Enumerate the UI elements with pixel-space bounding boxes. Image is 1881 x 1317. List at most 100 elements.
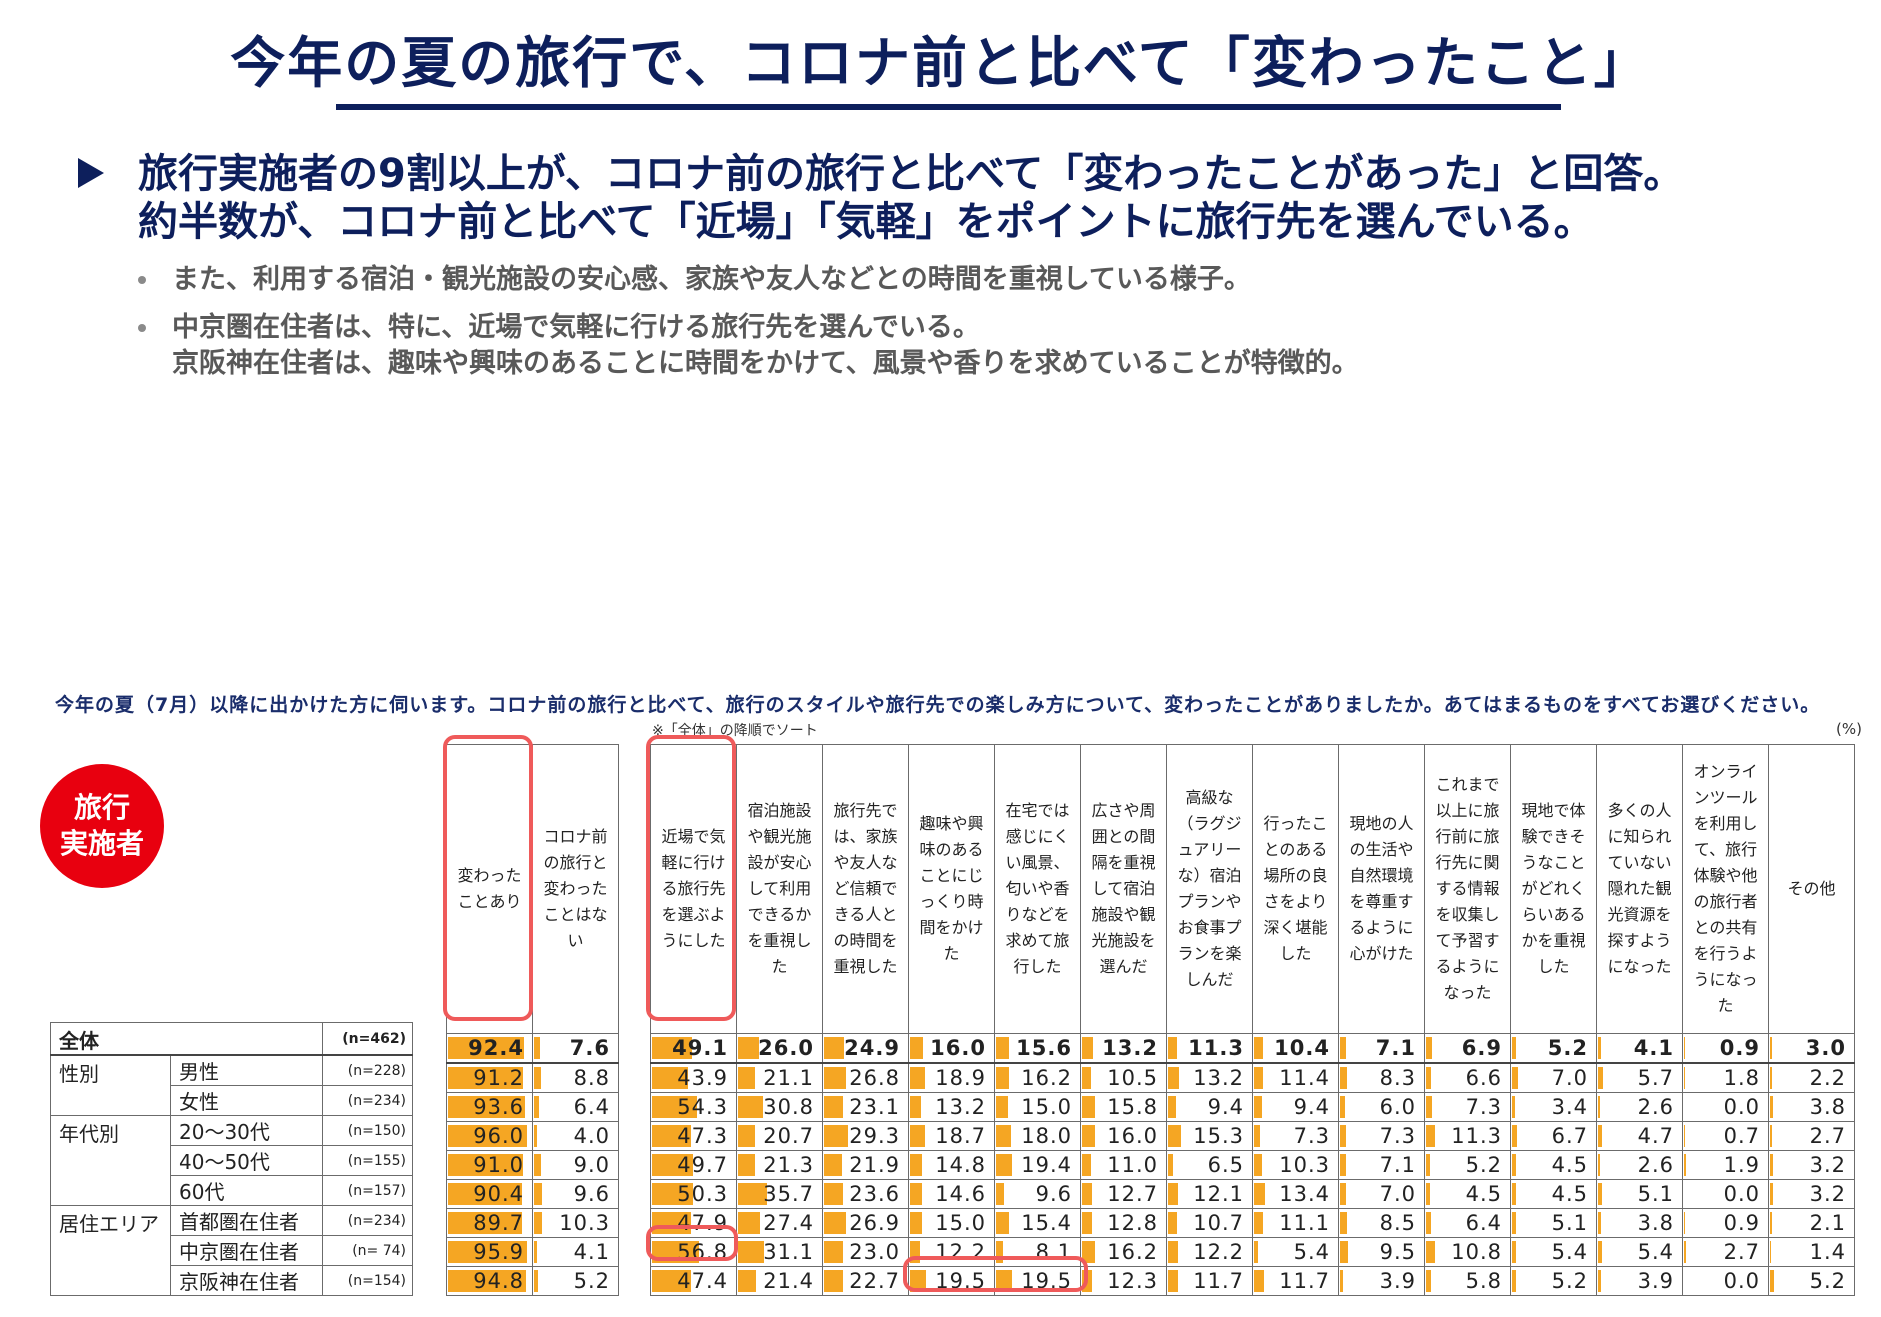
cell-value: 4.5 [1551,1182,1588,1206]
value-bar [1340,1183,1346,1205]
value-bar [738,1212,761,1234]
value-bar [1254,1096,1262,1118]
cell-value: 16.2 [1107,1240,1158,1264]
value-bar [996,1154,1012,1176]
cell-value: 1.8 [1723,1066,1760,1090]
cell-value: 7.3 [1465,1095,1502,1119]
data-cell: 11.7 [1166,1266,1253,1296]
value-bar [1684,1241,1687,1263]
value-bar [534,1212,543,1234]
data-cell: 47.3 [650,1121,737,1151]
value-bar [1684,1067,1686,1089]
data-cell: 22.7 [822,1266,909,1296]
table-row: 96.0 4.0 [446,1121,619,1151]
data-cell: 15.0 [908,1208,995,1238]
cell-value: 16.2 [1021,1066,1072,1090]
data-cell: 7.1 [1338,1033,1425,1064]
data-cell: 96.0 [446,1121,533,1151]
row-sub-label: 男性 [170,1054,323,1086]
cell-value: 54.3 [677,1095,728,1119]
data-cell: 27.4 [736,1208,823,1238]
value-bar [738,1067,756,1089]
cell-value: 18.0 [1021,1124,1072,1148]
cell-value: 4.0 [573,1124,610,1148]
row-sub-label: 40～50代 [170,1145,323,1176]
cell-value: 92.4 [468,1036,524,1060]
data-cell: 5.1 [1596,1179,1683,1209]
data-table-changes: 近場で気軽に行ける旅行先を選ぶようにした 宿泊施設や観光施設が安心して利用できるか… [650,744,1855,1296]
data-cell: 26.9 [822,1208,909,1238]
value-bar [1082,1154,1092,1176]
data-cell: 0.0 [1682,1092,1769,1122]
data-cell: 7.0 [1510,1062,1597,1093]
highlight-changed-column [443,735,533,1021]
data-cell: 10.8 [1424,1237,1511,1267]
data-cell: 10.3 [1252,1150,1339,1180]
cell-value: 11.7 [1279,1269,1330,1293]
cell-value: 22.7 [849,1269,900,1293]
cell-value: 0.0 [1723,1182,1760,1206]
value-bar [1512,1212,1517,1234]
data-cell: 26.0 [736,1033,823,1064]
data-cell: 18.7 [908,1121,995,1151]
value-bar [1168,1037,1178,1059]
value-bar [1426,1067,1432,1089]
value-bar [652,1125,691,1147]
value-bar [534,1125,538,1147]
cell-value: 8.8 [573,1066,610,1090]
data-cell: 6.7 [1510,1121,1597,1151]
value-bar [652,1183,694,1205]
cell-value: 18.9 [935,1066,986,1090]
data-cell: 3.0 [1768,1033,1855,1064]
data-cell: 18.9 [908,1062,995,1093]
cell-value: 49.1 [672,1036,728,1060]
data-cell: 7.0 [1338,1179,1425,1209]
value-bar [910,1067,926,1089]
table-row: 95.9 4.1 [446,1237,619,1267]
cell-value: 96.0 [473,1124,524,1148]
value-bar [996,1270,1012,1292]
cell-value: 7.1 [1375,1036,1416,1060]
value-bar [1770,1270,1775,1292]
cell-value: 12.7 [1107,1182,1158,1206]
cell-value: 20.7 [763,1124,814,1148]
value-bar [652,1270,691,1292]
table-row: 43.9 21.1 26.8 18.9 16.2 10.5 13.2 11.4 8.3 6.6 7.… [650,1062,1855,1093]
value-bar [1340,1067,1347,1089]
column-header: その他 [1768,744,1855,1034]
value-bar [1168,1096,1176,1118]
data-cell: 3.8 [1596,1208,1683,1238]
data-cell: 8.3 [1338,1062,1425,1093]
table-row: 92.4 7.6 [446,1033,619,1064]
value-bar [448,1270,526,1292]
cell-value: 30.8 [763,1095,814,1119]
data-cell: 49.7 [650,1150,737,1180]
table-row: 56.8 31.1 23.0 12.2 8.1 16.2 12.2 5.4 9.5 10.8 5.4… [650,1237,1855,1267]
table-row: 47.9 27.4 26.9 15.0 15.4 12.8 10.7 11.1 8.5 6.4 5.… [650,1208,1855,1238]
value-bar [738,1183,768,1205]
data-cell: 12.2 [908,1237,995,1267]
column-header: 近場で気軽に行ける旅行先を選ぶようにした [650,744,737,1034]
cell-value: 0.0 [1723,1269,1760,1293]
column-header: 旅行先では、家族や友人など信頼できる人との時間を重視した [822,744,909,1034]
cell-value: 14.6 [935,1182,986,1206]
data-cell: 47.4 [650,1266,737,1296]
data-cell: 30.8 [736,1092,823,1122]
cell-value: 27.4 [763,1211,814,1235]
data-cell: 6.9 [1424,1033,1511,1064]
value-bar [1082,1037,1093,1059]
cell-value: 7.0 [1551,1066,1588,1090]
cell-value: 5.2 [573,1269,610,1293]
cell-value: 89.7 [473,1211,524,1235]
data-cell: 7.3 [1424,1092,1511,1122]
cell-value: 9.4 [1207,1095,1244,1119]
value-bar [1082,1096,1095,1118]
data-cell: 9.5 [1338,1237,1425,1267]
value-bar [738,1125,755,1147]
value-bar [1340,1212,1347,1234]
value-bar [448,1212,522,1234]
value-bar [1426,1212,1432,1234]
data-cell: 5.2 [1768,1266,1855,1296]
value-bar [1426,1096,1432,1118]
value-bar [824,1067,846,1089]
